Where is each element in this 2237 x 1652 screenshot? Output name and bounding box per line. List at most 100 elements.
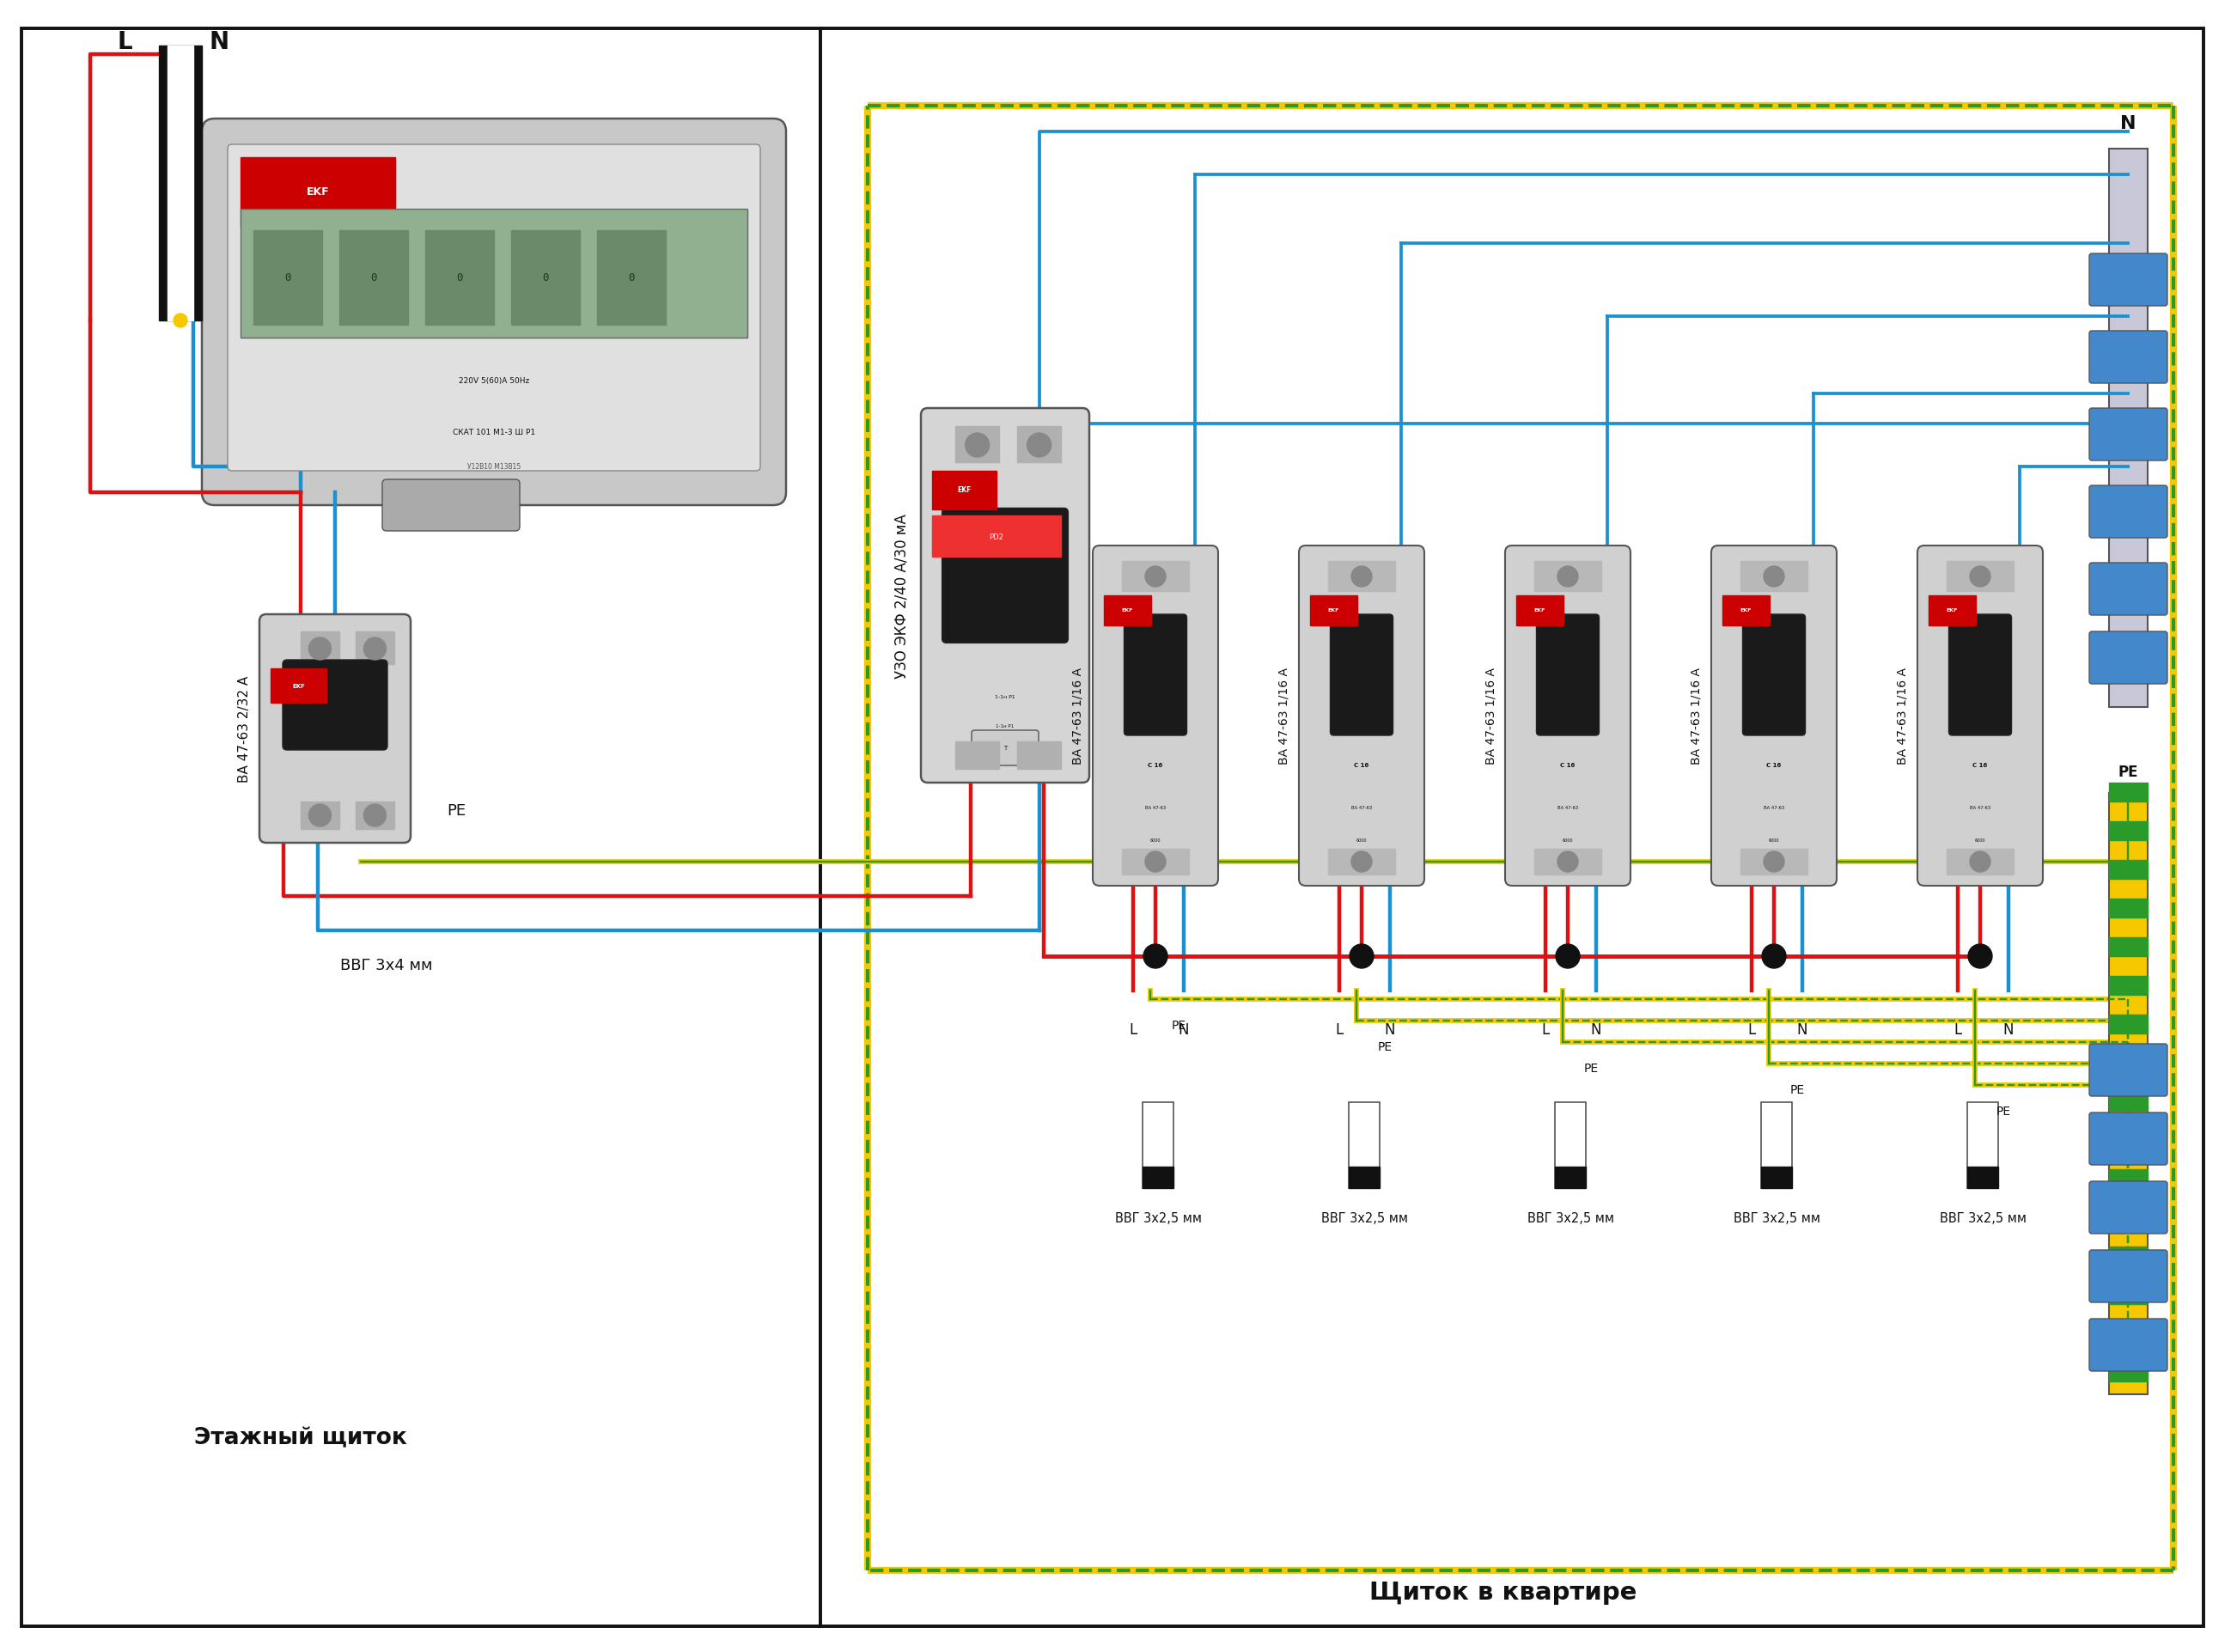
Text: 1-1н P1: 1-1н P1 bbox=[995, 724, 1013, 729]
Text: ВА 47-63 1/16 А: ВА 47-63 1/16 А bbox=[1072, 667, 1085, 765]
Bar bbox=[1143, 1166, 1174, 1188]
FancyBboxPatch shape bbox=[383, 481, 519, 532]
Text: РЕ: РЕ bbox=[1995, 1105, 2011, 1117]
FancyBboxPatch shape bbox=[1917, 547, 2042, 885]
Bar bbox=[2109, 1170, 2148, 1188]
Text: РЕ: РЕ bbox=[1378, 1041, 1394, 1052]
Circle shape bbox=[1555, 945, 1579, 968]
Text: N: N bbox=[1385, 1023, 1396, 1037]
Text: 0: 0 bbox=[284, 273, 291, 284]
FancyBboxPatch shape bbox=[1506, 547, 1631, 885]
Text: ВА 47-63 2/32 А: ВА 47-63 2/32 А bbox=[239, 676, 251, 783]
Text: СКАТ 101 М1-3 Ш Р1: СКАТ 101 М1-3 Ш Р1 bbox=[452, 430, 535, 436]
Text: EKF: EKF bbox=[293, 684, 304, 689]
Circle shape bbox=[1971, 567, 1991, 588]
FancyBboxPatch shape bbox=[2089, 563, 2168, 616]
Circle shape bbox=[309, 805, 331, 828]
Bar bbox=[425, 231, 494, 325]
Text: EKF: EKF bbox=[1946, 608, 1957, 613]
Text: N: N bbox=[1796, 1023, 1807, 1037]
FancyBboxPatch shape bbox=[259, 615, 412, 843]
Bar bbox=[933, 471, 995, 510]
Circle shape bbox=[964, 433, 989, 458]
Text: L: L bbox=[116, 30, 132, 55]
Bar bbox=[2109, 783, 2148, 801]
Text: PD2: PD2 bbox=[989, 534, 1004, 540]
FancyBboxPatch shape bbox=[1123, 615, 1188, 735]
Bar bbox=[2109, 1208, 2148, 1227]
Text: L: L bbox=[1953, 1023, 1962, 1037]
FancyBboxPatch shape bbox=[2089, 1318, 2168, 1371]
Text: РЕ: РЕ bbox=[1172, 1019, 1186, 1031]
Bar bbox=[1329, 562, 1396, 591]
Text: ВА 47-63 1/16 А: ВА 47-63 1/16 А bbox=[1897, 667, 1908, 765]
Bar bbox=[2109, 1092, 2148, 1112]
Circle shape bbox=[1763, 945, 1785, 968]
Text: ВА 47-63: ВА 47-63 bbox=[1763, 805, 1785, 809]
Bar bbox=[1555, 1166, 1586, 1188]
Bar bbox=[2109, 1054, 2148, 1072]
Bar bbox=[2109, 821, 2148, 841]
Bar bbox=[2109, 1285, 2148, 1305]
Bar bbox=[159, 46, 201, 320]
FancyBboxPatch shape bbox=[1331, 615, 1394, 735]
Text: N: N bbox=[2002, 1023, 2013, 1037]
Bar bbox=[1123, 562, 1188, 591]
Bar bbox=[2109, 793, 2148, 1394]
Text: ВВГ 3х2,5 мм: ВВГ 3х2,5 мм bbox=[1114, 1213, 1201, 1224]
Text: 220V 5(60)A 50Hz: 220V 5(60)A 50Hz bbox=[459, 377, 530, 385]
Text: ВВГ 3х2,5 мм: ВВГ 3х2,5 мм bbox=[1734, 1213, 1821, 1224]
Bar bbox=[1143, 1102, 1174, 1188]
Text: 0: 0 bbox=[371, 273, 376, 284]
Text: РЕ: РЕ bbox=[1584, 1062, 1599, 1074]
Text: УЗО ЭКФ 2/40 А/30 мА: УЗО ЭКФ 2/40 А/30 мА bbox=[895, 514, 910, 679]
FancyBboxPatch shape bbox=[1743, 615, 1805, 735]
Text: EKF: EKF bbox=[957, 486, 971, 494]
Circle shape bbox=[1763, 852, 1785, 872]
Text: РЕ: РЕ bbox=[1790, 1084, 1805, 1095]
Bar bbox=[1740, 562, 1807, 591]
Circle shape bbox=[1351, 567, 1371, 588]
Circle shape bbox=[1349, 945, 1374, 968]
Bar bbox=[2109, 976, 2148, 995]
Bar bbox=[1311, 596, 1358, 626]
Bar bbox=[300, 801, 340, 829]
FancyBboxPatch shape bbox=[1711, 547, 1837, 885]
FancyBboxPatch shape bbox=[2089, 254, 2168, 307]
Bar bbox=[1722, 596, 1769, 626]
Bar bbox=[1517, 596, 1564, 626]
Text: ВВГ 3х2,5 мм: ВВГ 3х2,5 мм bbox=[1322, 1213, 1407, 1224]
FancyBboxPatch shape bbox=[2089, 408, 2168, 461]
Bar bbox=[955, 742, 1000, 770]
Bar bbox=[955, 426, 1000, 463]
FancyBboxPatch shape bbox=[971, 730, 1038, 767]
Text: C 16: C 16 bbox=[1148, 763, 1163, 768]
Bar bbox=[1555, 1102, 1586, 1188]
FancyBboxPatch shape bbox=[1092, 547, 1219, 885]
FancyBboxPatch shape bbox=[1948, 615, 2011, 735]
Bar bbox=[253, 231, 322, 325]
Text: ВА 47-63 1/16 А: ВА 47-63 1/16 А bbox=[1485, 667, 1497, 765]
Bar bbox=[1535, 849, 1602, 876]
Bar bbox=[2109, 938, 2148, 957]
FancyBboxPatch shape bbox=[2089, 1251, 2168, 1302]
Text: 0: 0 bbox=[629, 273, 635, 284]
Text: РЕ: РЕ bbox=[2118, 765, 2139, 780]
Text: ВА 47-63 1/16 А: ВА 47-63 1/16 А bbox=[1691, 667, 1702, 765]
Bar bbox=[933, 515, 1060, 557]
Text: 6000: 6000 bbox=[1975, 838, 1986, 843]
Text: 0: 0 bbox=[541, 273, 548, 284]
Bar bbox=[1928, 596, 1975, 626]
Text: ВВГ 3х2,5 мм: ВВГ 3х2,5 мм bbox=[1528, 1213, 1613, 1224]
Text: ВА 47-63: ВА 47-63 bbox=[1351, 805, 1371, 809]
FancyBboxPatch shape bbox=[228, 145, 761, 471]
Circle shape bbox=[1557, 567, 1577, 588]
Text: EKF: EKF bbox=[1121, 608, 1134, 613]
Text: 1-1н P1: 1-1н P1 bbox=[995, 695, 1016, 699]
Bar bbox=[597, 231, 667, 325]
Bar bbox=[300, 633, 340, 664]
Text: 0: 0 bbox=[456, 273, 463, 284]
Bar bbox=[1969, 1166, 1998, 1188]
Text: N: N bbox=[2121, 116, 2136, 132]
Circle shape bbox=[1969, 945, 1993, 968]
